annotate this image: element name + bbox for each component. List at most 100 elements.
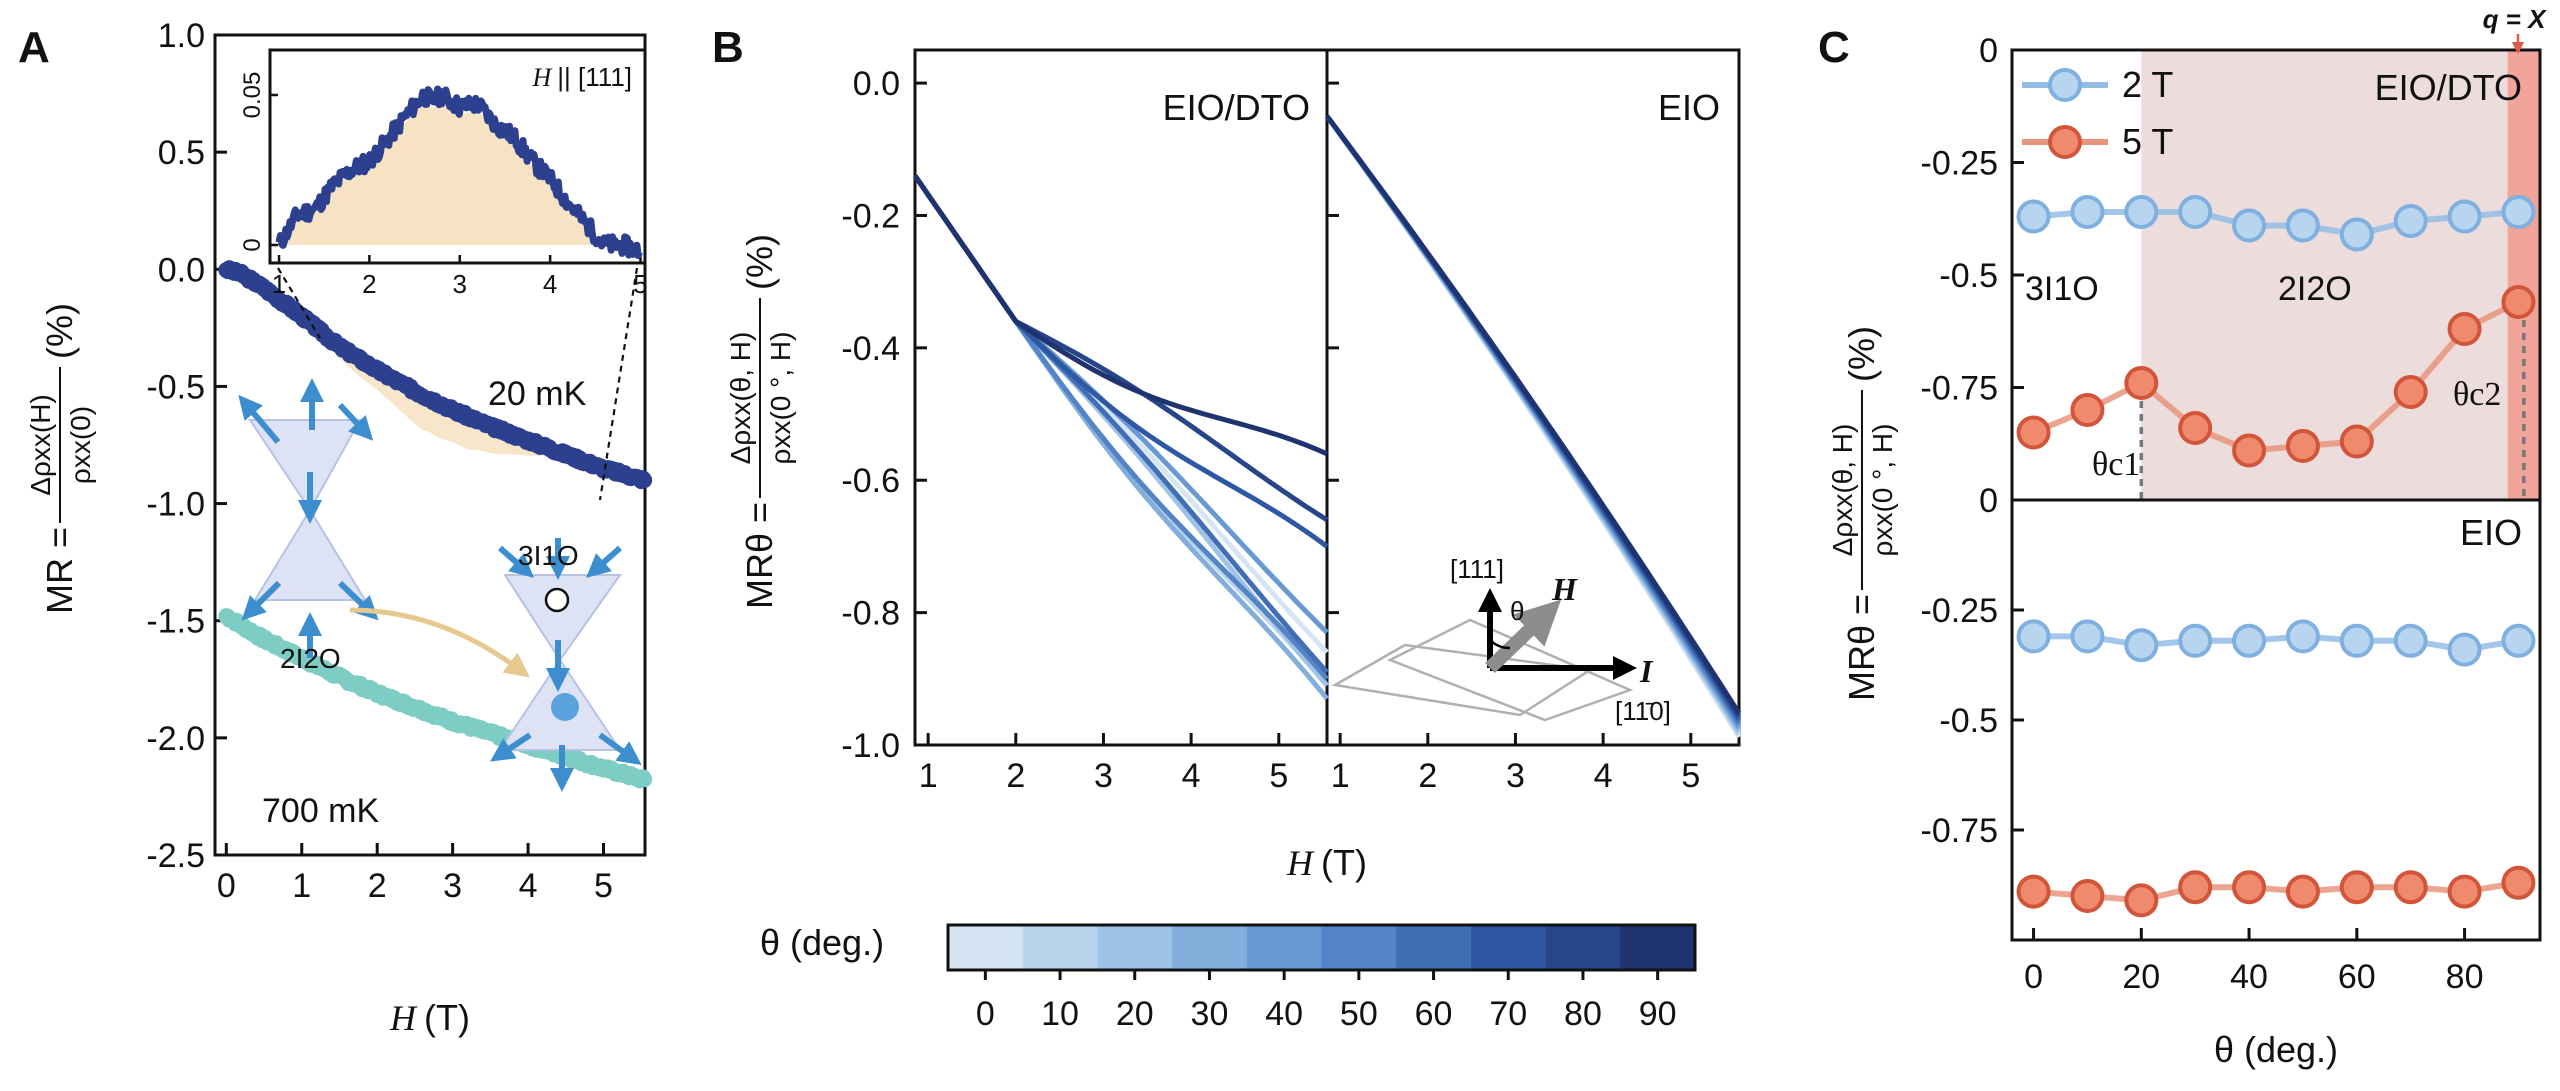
panel-c-axes: 0 20 40 60 80 0 -0.25 -0.5 -0.75 0 -0.25 -0.5 -0.75: [1921, 32, 2484, 996]
c-top-2t-point: [2447, 199, 2482, 234]
panel-b-geometry-sketch: [111] θ H I [11̄0]: [1331, 554, 1671, 726]
panel-b-ylabel-lhs: MRθ =: [739, 502, 780, 609]
a-xtick-label: 4: [519, 867, 538, 905]
arrow-2i2o-6: [337, 580, 379, 621]
b-xtick-label: 1: [1331, 757, 1350, 795]
panel-c-ylabel-lhs: MRθ =: [1841, 594, 1882, 701]
a-ytick-label: -1.5: [146, 603, 205, 641]
panel-b-frame-left: [913, 48, 1329, 747]
panel-c-legend: 2 T 5 T: [2022, 64, 2173, 162]
c-top-2t-point: [2339, 217, 2374, 252]
arrow-3i1o-5: [490, 732, 532, 762]
c-ytick-label-top: 0: [1979, 32, 1998, 70]
c-top-5t-point: [2501, 285, 2536, 319]
panel-c-label-qx: q = X: [2483, 4, 2548, 34]
panel-a-ylabel-lhs: MR =: [39, 527, 80, 614]
panel-b-axes: 0.0 -0.2 -0.4 -0.6 -0.8 -1.0 1 2 3 4 5 1 2 3 4 5: [841, 65, 1700, 795]
panel-a-inset-title-rest: || [111]: [557, 62, 632, 92]
b-eio-dto-curve-40: [912, 174, 1329, 635]
panel-a-inset-plot: 1 2 3 4 5 0 0.05: [239, 72, 648, 299]
c-bottom-2t-line: [2033, 633, 2519, 653]
b-xtick-label: 4: [1182, 757, 1201, 795]
c-bottom-2t-point: [2393, 623, 2428, 658]
colorbar-tick-label: 30: [1191, 995, 1229, 1033]
c-top-5t-point: [2070, 393, 2105, 427]
c-ytick-label-top: -0.5: [1939, 257, 1998, 295]
colorbar-swatch: [1321, 925, 1397, 970]
colorbar-swatch: [1470, 925, 1547, 970]
b-eio-curve-0: [1324, 114, 1742, 739]
colorbar-label: θ (deg.): [760, 922, 884, 963]
panel-a-inset: 1 2 3 4 5 0 0.05 H || [111]: [239, 48, 648, 501]
b-ytick-label: -1.0: [841, 727, 900, 765]
panel-b-ylabel-den: ρxx(0 °, H): [765, 332, 796, 465]
arrow-2i2o-1: [238, 394, 281, 444]
c-top-5t-line: [2032, 299, 2520, 454]
c-top-5t-point: [2178, 411, 2213, 445]
panel-c-label-eio-dto: EIO/DTO: [2375, 67, 2522, 108]
panel-b-frame-right: [1325, 48, 1741, 747]
panel-b-xlabel: H (T): [1286, 842, 1367, 883]
c-bottom-2t-point: [2016, 619, 2051, 654]
panel-c-frame-bottom: [2010, 498, 2542, 942]
a-inset-xtick-label: 1: [272, 269, 286, 299]
panel-label-c: C: [1818, 23, 1850, 72]
transition-arrow: [349, 607, 531, 678]
a-inset-series: [275, 85, 643, 260]
colorbar-swatch: [1097, 925, 1173, 970]
c-xtick-label: 0: [2024, 958, 2043, 996]
b-ytick-label: -0.6: [841, 462, 900, 500]
colorbar-tick-label: 0: [976, 995, 995, 1033]
c-ytick-label-top: 0: [1979, 482, 1998, 520]
arrow-3i1o-3: [585, 545, 622, 578]
panel-b: 0.0 -0.2 -0.4 -0.6 -0.8 -1.0 1 2 3 4 5 1 2 3 4 5 EIO/DT…: [725, 48, 1742, 1033]
c-bottom-5t-point: [2178, 870, 2213, 905]
theta-c1-text: θc1: [2092, 446, 2140, 483]
a-xtick-label: 2: [368, 867, 387, 905]
c-bottom-2t-point: [2339, 623, 2374, 658]
colorbar-swatch: [1545, 925, 1621, 970]
colorbar-swatch: [948, 925, 1024, 970]
label-2i2o: 2I2O: [280, 643, 341, 674]
arrow-3i1o-6: [598, 732, 642, 766]
b-xtick-label: 3: [1506, 757, 1525, 795]
legend-label-5t: 5 T: [2122, 121, 2173, 162]
b-ytick-label: -0.2: [841, 197, 900, 235]
c-top-2t-point: [2124, 195, 2159, 229]
colorbar-tick-label: 70: [1489, 995, 1527, 1033]
c-bottom-2t-point: [2178, 623, 2213, 658]
panel-c-label-eio: EIO: [2460, 512, 2522, 553]
panel-b-ylabel-num: Δρxx(θ, H): [725, 332, 756, 465]
a-ytick-label: -2.0: [146, 720, 205, 758]
c-ytick-label-bottom: -0.25: [1921, 592, 1999, 630]
colorbar-tick-label: 90: [1639, 995, 1677, 1033]
c-bottom-2t-point: [2501, 623, 2536, 658]
panel-a-spin-cartoon: 2I2O 3I1O: [238, 378, 642, 792]
colorbar-tick-label: 80: [1564, 995, 1602, 1033]
c-xtick-label: 20: [2122, 958, 2160, 996]
c-bottom-5t-line: [2033, 879, 2519, 904]
panel-b-label-eio-dto: EIO/DTO: [1163, 87, 1310, 128]
colorbar-swatch: [1172, 925, 1248, 970]
a-tan-area: [248, 278, 604, 469]
colorbar-tick-label: 40: [1265, 995, 1303, 1033]
a-inset-xtick-label: 3: [453, 269, 467, 299]
panel-c: 0 20 40 60 800-0.25-0.5-0.750-0.25-0.5-0.75 …: [1827, 4, 2547, 1070]
a-inset-area: [279, 102, 605, 245]
a-xtick-label: 5: [594, 867, 613, 905]
legend-marker-5t: [2048, 125, 2082, 159]
panel-b-ylabel-unit: (%): [739, 234, 780, 290]
tetra-2i2o-upper: [248, 419, 362, 512]
panel-c-ylabel-num: Δρxx(θ, H): [1827, 424, 1858, 557]
legend-label-2t: 2 T: [2122, 64, 2173, 105]
c-top-2t-point: [2178, 195, 2213, 229]
b-ytick-label: -0.4: [841, 330, 900, 368]
c-ytick-label-bottom: -0.5: [1939, 702, 1998, 740]
panel-b-xlabel-unit: (T): [1321, 842, 1367, 883]
c-bottom-5t-point: [2285, 874, 2320, 909]
colorbar-swatch: [1396, 925, 1472, 970]
colorbar-swatch: [1620, 925, 1696, 970]
tetra-3i1o-upper: [503, 574, 622, 662]
sketch-plane-2: [1386, 618, 1634, 722]
panel-a-inset-title: H || [111]: [532, 62, 632, 92]
